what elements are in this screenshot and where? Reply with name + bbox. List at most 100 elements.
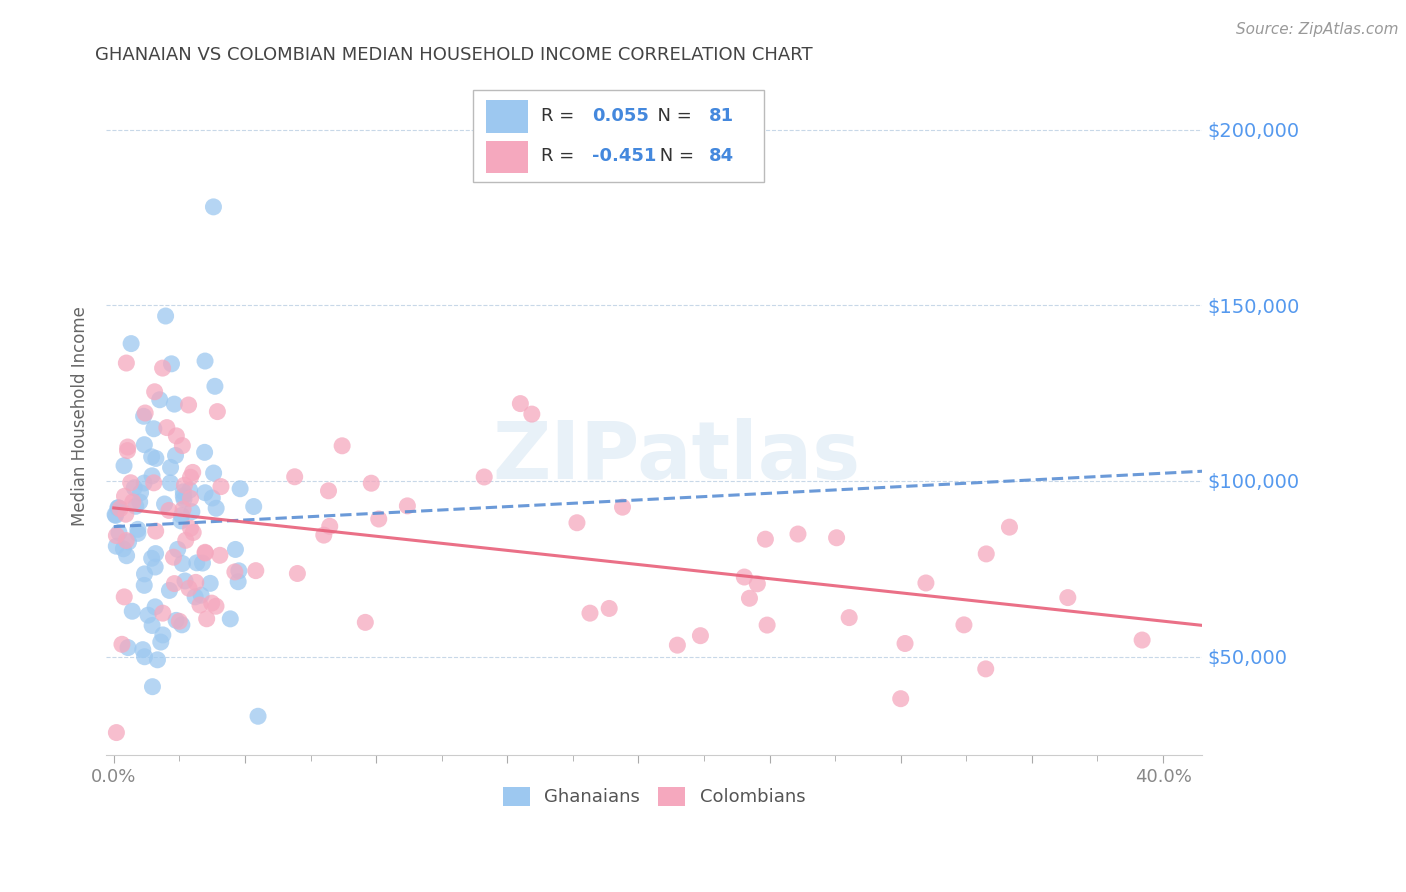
Point bbox=[152, 606, 174, 620]
Point bbox=[159, 460, 181, 475]
Point bbox=[111, 637, 134, 651]
Point bbox=[228, 564, 250, 578]
Point bbox=[226, 574, 249, 589]
Point bbox=[738, 591, 761, 606]
Point bbox=[200, 576, 222, 591]
Text: GHANAIAN VS COLOMBIAN MEDIAN HOUSEHOLD INCOME CORRELATION CHART: GHANAIAN VS COLOMBIAN MEDIAN HOUSEHOLD I… bbox=[96, 46, 813, 64]
Point bbox=[598, 601, 620, 615]
Point bbox=[134, 566, 156, 581]
Point bbox=[115, 533, 138, 548]
Point bbox=[194, 445, 217, 459]
Point bbox=[180, 505, 202, 519]
Point bbox=[953, 618, 976, 632]
Point bbox=[165, 613, 187, 627]
Point bbox=[565, 516, 588, 530]
Point bbox=[312, 528, 335, 542]
Point bbox=[205, 599, 228, 614]
Point bbox=[202, 200, 225, 214]
Point bbox=[159, 475, 181, 490]
Point bbox=[165, 449, 187, 463]
Point bbox=[181, 525, 204, 540]
Point bbox=[318, 483, 340, 498]
Point bbox=[105, 725, 128, 739]
Point bbox=[666, 638, 689, 652]
Point bbox=[330, 439, 353, 453]
Point bbox=[141, 468, 163, 483]
Text: N =: N = bbox=[647, 107, 697, 125]
Point bbox=[120, 336, 142, 351]
Point bbox=[172, 484, 194, 499]
Point bbox=[169, 615, 191, 629]
Point bbox=[121, 604, 143, 618]
Point bbox=[177, 582, 200, 596]
Point bbox=[172, 439, 194, 453]
Point bbox=[108, 525, 131, 540]
Point bbox=[754, 532, 776, 546]
Point bbox=[245, 564, 267, 578]
Point bbox=[121, 495, 143, 509]
Point bbox=[181, 466, 204, 480]
Point bbox=[194, 546, 217, 560]
Point bbox=[132, 642, 155, 657]
Point bbox=[229, 482, 252, 496]
Point bbox=[172, 502, 194, 516]
Point bbox=[114, 489, 136, 503]
Point bbox=[284, 469, 307, 483]
Point bbox=[242, 500, 264, 514]
Point bbox=[173, 492, 195, 507]
Point bbox=[247, 709, 270, 723]
FancyBboxPatch shape bbox=[486, 101, 529, 133]
Point bbox=[156, 420, 179, 434]
Point bbox=[165, 429, 187, 443]
Text: R =: R = bbox=[541, 147, 581, 165]
Point bbox=[149, 635, 172, 649]
Point bbox=[141, 450, 163, 464]
Point bbox=[733, 570, 755, 584]
Point bbox=[142, 475, 165, 490]
Point bbox=[160, 357, 183, 371]
Text: 84: 84 bbox=[709, 147, 734, 165]
Point bbox=[134, 406, 156, 420]
Point bbox=[224, 542, 246, 557]
Point bbox=[367, 512, 389, 526]
Point bbox=[219, 612, 242, 626]
Point bbox=[195, 612, 218, 626]
Point bbox=[120, 475, 142, 490]
Point bbox=[689, 629, 711, 643]
Point bbox=[174, 533, 197, 548]
Text: N =: N = bbox=[654, 147, 700, 165]
Point bbox=[838, 610, 860, 624]
Point bbox=[108, 501, 131, 516]
Point bbox=[104, 508, 127, 522]
Point bbox=[207, 404, 229, 418]
Text: -0.451: -0.451 bbox=[592, 147, 657, 165]
Point bbox=[142, 422, 165, 436]
Point bbox=[172, 489, 194, 503]
Point bbox=[894, 636, 917, 650]
Point bbox=[117, 440, 139, 454]
Point bbox=[136, 608, 159, 623]
Point bbox=[145, 524, 167, 538]
Point bbox=[143, 599, 166, 614]
Point bbox=[112, 590, 135, 604]
Point bbox=[114, 507, 136, 521]
Point bbox=[134, 649, 156, 664]
Point bbox=[205, 501, 228, 516]
Point bbox=[115, 356, 138, 370]
Point bbox=[319, 519, 342, 533]
Text: Source: ZipAtlas.com: Source: ZipAtlas.com bbox=[1236, 22, 1399, 37]
Point bbox=[177, 398, 200, 412]
Point bbox=[145, 451, 167, 466]
Point bbox=[107, 500, 129, 515]
Point bbox=[170, 617, 193, 632]
Point bbox=[180, 521, 202, 535]
Point bbox=[1056, 591, 1078, 605]
Text: 0.055: 0.055 bbox=[592, 107, 648, 125]
Point bbox=[104, 508, 127, 523]
Point bbox=[184, 590, 207, 604]
FancyBboxPatch shape bbox=[474, 90, 763, 182]
Point bbox=[201, 491, 224, 505]
Point bbox=[129, 485, 152, 500]
Point bbox=[173, 478, 195, 492]
Point bbox=[145, 547, 167, 561]
